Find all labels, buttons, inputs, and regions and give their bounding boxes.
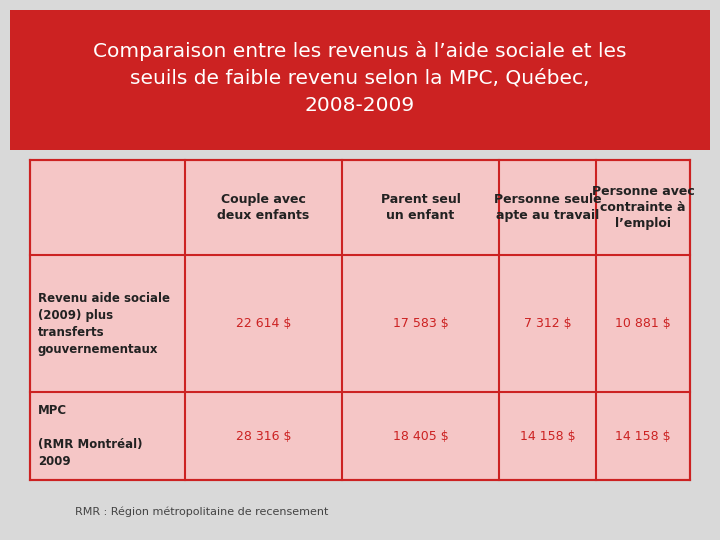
Bar xyxy=(30,160,690,480)
Text: 22 614 $: 22 614 $ xyxy=(236,317,291,330)
Text: 17 583 $: 17 583 $ xyxy=(392,317,449,330)
Text: 7 312 $: 7 312 $ xyxy=(523,317,571,330)
Text: Personne seule
apte au travail: Personne seule apte au travail xyxy=(494,193,601,222)
Text: Revenu aide sociale
(2009) plus
transferts
gouvernementaux: Revenu aide sociale (2009) plus transfer… xyxy=(38,292,170,355)
Text: RMR : Région métropolitaine de recensement: RMR : Région métropolitaine de recenseme… xyxy=(75,507,328,517)
Text: 18 405 $: 18 405 $ xyxy=(392,429,449,442)
Text: Couple avec
deux enfants: Couple avec deux enfants xyxy=(217,193,310,222)
Text: 10 881 $: 10 881 $ xyxy=(615,317,671,330)
Text: Personne avec
contrainte à
l’emploi: Personne avec contrainte à l’emploi xyxy=(592,185,694,230)
Text: MPC

(RMR Montréal)
2009: MPC (RMR Montréal) 2009 xyxy=(38,404,143,468)
Bar xyxy=(10,10,710,150)
Text: 28 316 $: 28 316 $ xyxy=(235,429,292,442)
Text: 14 158 $: 14 158 $ xyxy=(520,429,575,442)
Text: Parent seul
un enfant: Parent seul un enfant xyxy=(381,193,460,222)
Text: Comparaison entre les revenus à l’aide sociale et les
seuils de faible revenu se: Comparaison entre les revenus à l’aide s… xyxy=(94,40,626,115)
Text: 14 158 $: 14 158 $ xyxy=(615,429,671,442)
